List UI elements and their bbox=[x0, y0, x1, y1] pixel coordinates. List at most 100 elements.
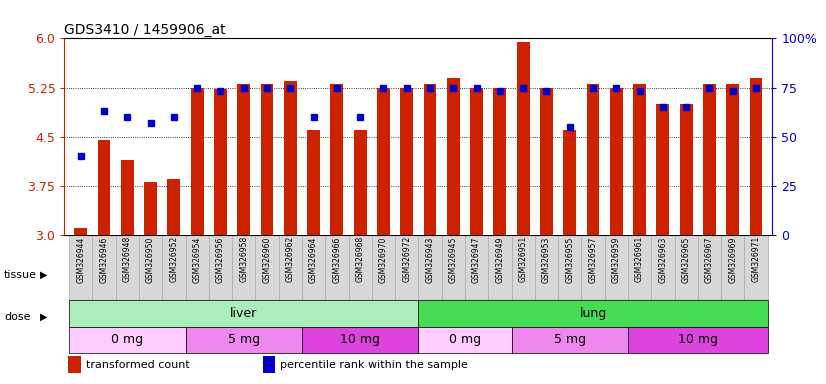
Bar bbox=[558, 235, 582, 300]
Bar bbox=[534, 235, 558, 300]
Bar bbox=[145, 182, 157, 235]
Text: GSM326967: GSM326967 bbox=[705, 236, 714, 283]
Text: liver: liver bbox=[230, 307, 258, 320]
Text: 5 mg: 5 mg bbox=[228, 333, 260, 346]
Text: GSM326970: GSM326970 bbox=[379, 236, 388, 283]
Text: percentile rank within the sample: percentile rank within the sample bbox=[280, 359, 468, 369]
Bar bbox=[69, 235, 93, 300]
Bar bbox=[354, 130, 367, 235]
Text: 10 mg: 10 mg bbox=[678, 333, 718, 346]
Bar bbox=[517, 42, 529, 235]
Bar bbox=[750, 78, 762, 235]
Bar bbox=[261, 84, 273, 235]
Bar bbox=[139, 235, 162, 300]
Text: GSM326950: GSM326950 bbox=[146, 236, 155, 283]
Bar bbox=[74, 228, 87, 235]
Text: GSM326946: GSM326946 bbox=[99, 236, 108, 283]
Bar bbox=[424, 84, 436, 235]
Text: GSM326953: GSM326953 bbox=[542, 236, 551, 283]
Text: GSM326969: GSM326969 bbox=[729, 236, 738, 283]
Text: GSM326948: GSM326948 bbox=[123, 236, 132, 282]
Bar bbox=[186, 326, 302, 353]
Bar bbox=[121, 160, 134, 235]
Bar bbox=[372, 235, 395, 300]
Bar bbox=[610, 88, 623, 235]
Text: GSM326956: GSM326956 bbox=[216, 236, 225, 283]
Bar bbox=[162, 235, 186, 300]
Bar bbox=[69, 326, 186, 353]
Bar bbox=[377, 88, 390, 235]
Text: GSM326952: GSM326952 bbox=[169, 236, 178, 282]
Text: lung: lung bbox=[579, 307, 606, 320]
Bar bbox=[232, 235, 255, 300]
Text: GSM326944: GSM326944 bbox=[76, 236, 85, 283]
Bar bbox=[675, 235, 698, 300]
Bar bbox=[186, 235, 209, 300]
Bar bbox=[540, 88, 553, 235]
Text: 0 mg: 0 mg bbox=[449, 333, 481, 346]
Text: GSM326961: GSM326961 bbox=[635, 236, 644, 282]
Bar bbox=[511, 235, 534, 300]
Bar bbox=[628, 235, 651, 300]
Bar bbox=[302, 235, 325, 300]
Text: GSM326947: GSM326947 bbox=[472, 236, 481, 283]
Text: ▶: ▶ bbox=[40, 312, 47, 322]
Bar bbox=[419, 235, 442, 300]
Text: transformed count: transformed count bbox=[86, 359, 189, 369]
Bar bbox=[726, 84, 739, 235]
Bar bbox=[651, 235, 675, 300]
Bar bbox=[302, 326, 419, 353]
Bar bbox=[586, 84, 600, 235]
Bar bbox=[447, 78, 460, 235]
Text: 5 mg: 5 mg bbox=[553, 333, 586, 346]
Text: ▶: ▶ bbox=[40, 270, 47, 280]
Bar bbox=[263, 356, 275, 373]
Bar bbox=[307, 130, 320, 235]
Text: 0 mg: 0 mg bbox=[112, 333, 144, 346]
Text: GSM326943: GSM326943 bbox=[425, 236, 434, 283]
Text: GSM326966: GSM326966 bbox=[332, 236, 341, 283]
Bar bbox=[93, 235, 116, 300]
Text: GSM326963: GSM326963 bbox=[658, 236, 667, 283]
Bar bbox=[97, 140, 111, 235]
Bar bbox=[582, 235, 605, 300]
Bar bbox=[698, 235, 721, 300]
Bar bbox=[721, 235, 744, 300]
Text: GSM326964: GSM326964 bbox=[309, 236, 318, 283]
Bar bbox=[168, 179, 180, 235]
Bar bbox=[395, 235, 419, 300]
Bar bbox=[209, 235, 232, 300]
Bar bbox=[116, 235, 139, 300]
Text: GSM326960: GSM326960 bbox=[263, 236, 272, 283]
Bar bbox=[488, 235, 511, 300]
Bar bbox=[744, 235, 767, 300]
Bar bbox=[237, 84, 250, 235]
Text: GSM326945: GSM326945 bbox=[449, 236, 458, 283]
Bar bbox=[191, 88, 203, 235]
Text: GSM326958: GSM326958 bbox=[240, 236, 249, 282]
Text: GSM326972: GSM326972 bbox=[402, 236, 411, 282]
Bar bbox=[465, 235, 488, 300]
Bar bbox=[349, 235, 372, 300]
Bar bbox=[470, 88, 483, 235]
Bar bbox=[330, 84, 344, 235]
Bar bbox=[628, 326, 767, 353]
Bar bbox=[255, 235, 278, 300]
Text: GSM326954: GSM326954 bbox=[192, 236, 202, 283]
Bar bbox=[419, 326, 511, 353]
Bar bbox=[284, 81, 297, 235]
Text: GSM326951: GSM326951 bbox=[519, 236, 528, 282]
Text: GSM326959: GSM326959 bbox=[612, 236, 621, 283]
Bar bbox=[68, 356, 81, 373]
Text: GSM326957: GSM326957 bbox=[588, 236, 597, 283]
Bar bbox=[657, 104, 669, 235]
Text: tissue: tissue bbox=[4, 270, 37, 280]
Bar bbox=[401, 88, 413, 235]
Bar bbox=[69, 300, 419, 326]
Text: GSM326949: GSM326949 bbox=[496, 236, 505, 283]
Text: GSM326955: GSM326955 bbox=[565, 236, 574, 283]
Bar bbox=[703, 84, 716, 235]
Text: GSM326971: GSM326971 bbox=[752, 236, 761, 282]
Bar bbox=[278, 235, 302, 300]
Bar bbox=[442, 235, 465, 300]
